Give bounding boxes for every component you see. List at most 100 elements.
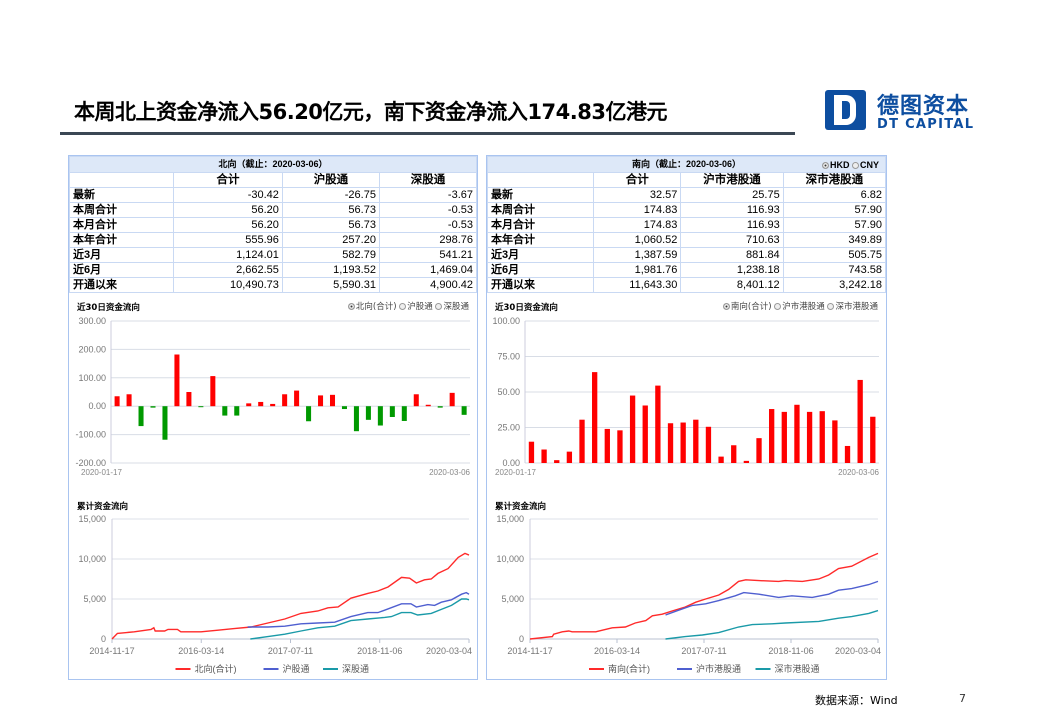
x-tick-label: 2020-01-17 bbox=[81, 468, 122, 477]
row-label: 本月合计 bbox=[69, 217, 174, 233]
column-header: 合计 bbox=[173, 172, 283, 188]
row-label: 本周合计 bbox=[69, 202, 174, 218]
bar bbox=[377, 406, 383, 426]
flow-series-options: 北向(合计) 沪股通 深股通 bbox=[347, 300, 469, 312]
radio-selected-icon bbox=[722, 303, 730, 310]
bar bbox=[731, 445, 737, 463]
radio-option[interactable]: 南向(合计) bbox=[722, 302, 772, 312]
table-row: 本年合计 555.96 257.20 298.76 bbox=[69, 232, 478, 248]
legend-label: 深股通 bbox=[342, 664, 369, 674]
y-tick-label: 15,000 bbox=[496, 514, 524, 524]
cell-value: 298.76 bbox=[378, 232, 478, 248]
title-divider bbox=[60, 132, 795, 135]
radio-option[interactable]: 沪市港股通 bbox=[774, 302, 825, 312]
currency-cny[interactable]: CNY bbox=[851, 160, 879, 170]
bar bbox=[449, 392, 455, 407]
y-tick-label: 0 bbox=[519, 634, 524, 644]
north-daily-flow-chart: 300.00200.00100.000.00-100.00-200.002020… bbox=[75, 316, 470, 477]
bar bbox=[365, 406, 371, 420]
cell-value: 1,469.04 bbox=[378, 262, 478, 278]
bar bbox=[566, 451, 573, 463]
radio-option[interactable]: 沪股通 bbox=[399, 302, 433, 312]
bar bbox=[806, 411, 813, 463]
table-row: 开通以来 10,490.73 5,590.31 4,900.42 bbox=[69, 277, 478, 293]
bar bbox=[389, 406, 395, 417]
northbound-table: 北向（截止：2020-03-06） 合计 沪股通 深股通 最新 -30.42 -26… bbox=[69, 156, 478, 293]
y-tick-label: 5,000 bbox=[501, 594, 524, 604]
x-tick-label: 2016-03-14 bbox=[178, 646, 224, 656]
radio-option[interactable]: 北向(合计) bbox=[347, 302, 397, 312]
series-line bbox=[665, 580, 879, 616]
cell-value: 56.73 bbox=[281, 217, 380, 233]
x-tick-label: 2016-03-14 bbox=[594, 646, 640, 656]
bar bbox=[617, 430, 623, 463]
south-cumulative-chart: 15,000 10,000 5,000 0 2014-11-17 2016-03-14 20… bbox=[496, 514, 881, 674]
table-row: 近6月 1,981.76 1,238.18 743.58 bbox=[487, 262, 887, 278]
bar bbox=[246, 403, 252, 407]
bar bbox=[162, 406, 168, 440]
y-tick-label: 300.00 bbox=[78, 316, 106, 326]
bar bbox=[667, 423, 674, 463]
legend-label: 沪市港股通 bbox=[696, 663, 741, 674]
row-label: 近6月 bbox=[69, 262, 174, 278]
data-source: 数据来源：Wind bbox=[815, 694, 898, 707]
bar bbox=[413, 394, 419, 407]
cell-value: 10,490.73 bbox=[173, 277, 283, 293]
bar bbox=[222, 406, 228, 416]
table-row: 开通以来 11,643.30 8,401.12 3,242.18 bbox=[487, 277, 887, 293]
y-tick-label: 10,000 bbox=[496, 554, 524, 564]
bar bbox=[329, 394, 336, 407]
radio-option[interactable]: 深股通 bbox=[435, 302, 469, 312]
y-tick-label: 100.00 bbox=[78, 373, 106, 383]
cell-value: 56.20 bbox=[173, 202, 283, 218]
cell-value: -0.53 bbox=[378, 217, 478, 233]
table-row: 本周合计 174.83 116.93 57.90 bbox=[487, 202, 887, 218]
currency-hkd[interactable]: HKD bbox=[821, 160, 849, 170]
cell-value: 505.75 bbox=[782, 247, 887, 263]
bar bbox=[461, 406, 467, 415]
y-tick-label: 5,000 bbox=[83, 594, 106, 604]
cell-value: 257.20 bbox=[281, 232, 380, 248]
radio-option[interactable]: 深市港股通 bbox=[827, 302, 878, 312]
cell-value: 881.84 bbox=[680, 247, 784, 263]
bar bbox=[528, 441, 535, 463]
bar bbox=[318, 395, 324, 407]
bar bbox=[138, 406, 144, 427]
y-tick-label: -200.00 bbox=[75, 458, 106, 468]
y-tick-label: 15,000 bbox=[78, 514, 106, 524]
cell-value: 5,590.31 bbox=[281, 277, 380, 293]
cell-value: 2,662.55 bbox=[173, 262, 283, 278]
y-tick-label: 50.00 bbox=[497, 387, 520, 397]
bar bbox=[844, 445, 851, 463]
cumulative-chart-title: 累计资金流向 bbox=[495, 502, 547, 512]
currency-toggle: HKD CNY bbox=[821, 159, 879, 172]
x-tick-label: 2020-03-06 bbox=[429, 468, 470, 477]
cell-value: 32.57 bbox=[592, 187, 682, 203]
cell-value: 1,238.18 bbox=[680, 262, 784, 278]
bar bbox=[270, 403, 276, 407]
bar bbox=[554, 460, 560, 463]
cell-value: 116.93 bbox=[680, 217, 784, 233]
y-tick-label: 75.00 bbox=[497, 352, 520, 362]
x-tick-label: 2014-11-17 bbox=[507, 646, 552, 656]
row-label: 近6月 bbox=[487, 262, 594, 278]
bar bbox=[604, 428, 610, 463]
series-line bbox=[529, 552, 879, 640]
column-header: 沪股通 bbox=[281, 172, 380, 188]
x-tick-label: 2018-11-06 bbox=[357, 646, 402, 656]
cell-value: 6.82 bbox=[782, 187, 887, 203]
cell-value: 582.79 bbox=[281, 247, 380, 263]
cell-value: 555.96 bbox=[173, 232, 283, 248]
x-tick-label: 2018-11-06 bbox=[768, 646, 813, 656]
cell-value: 56.20 bbox=[173, 217, 283, 233]
radio-icon bbox=[827, 303, 835, 310]
column-header: 沪市港股通 bbox=[680, 172, 784, 188]
cell-value: 1,387.59 bbox=[592, 247, 682, 263]
radio-icon bbox=[774, 303, 782, 310]
cell-value: 743.58 bbox=[782, 262, 887, 278]
flow-series-options: 南向(合计) 沪市港股通 深市港股通 bbox=[722, 300, 878, 312]
cell-value: 4,900.42 bbox=[378, 277, 478, 293]
row-label: 本年合计 bbox=[69, 232, 174, 248]
y-tick-label: 100.00 bbox=[492, 316, 520, 326]
bar bbox=[425, 404, 431, 407]
